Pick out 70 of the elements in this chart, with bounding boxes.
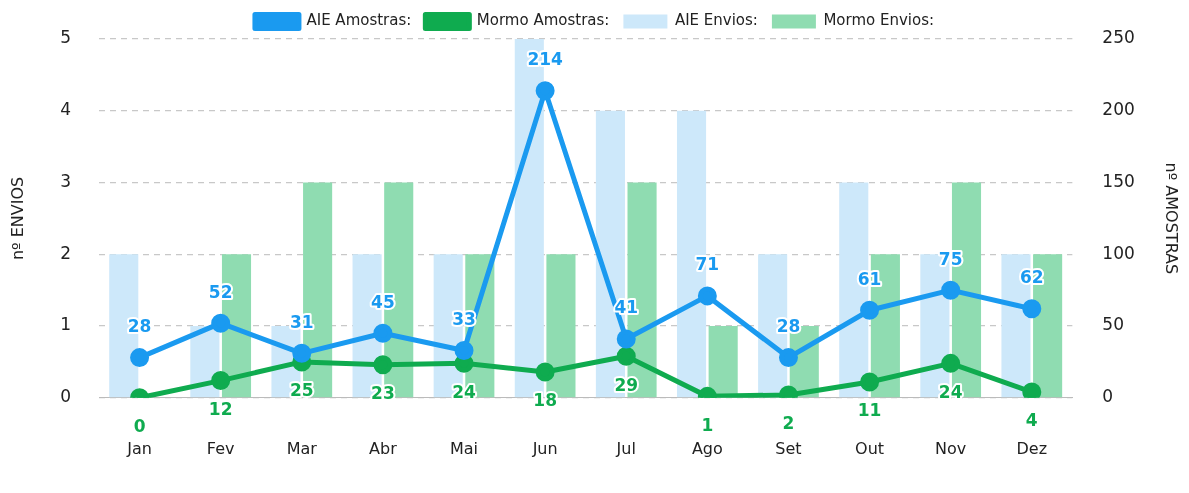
x-tick-label: Nov [935, 438, 967, 458]
data-label: 18 [533, 390, 557, 411]
data-label: 71 [695, 254, 720, 275]
x-tick-label: Jan [126, 438, 152, 458]
point [941, 280, 961, 300]
point [697, 286, 717, 306]
x-tick-label: Mar [286, 438, 318, 458]
point [373, 355, 393, 375]
data-label: 52 [208, 281, 233, 302]
point [616, 346, 636, 366]
data-label: 11 [857, 400, 882, 421]
point [860, 372, 880, 392]
data-label: 28 [776, 316, 801, 337]
y2-tick-label: 0 [1102, 386, 1114, 407]
point [860, 300, 880, 320]
data-label: 214 [527, 49, 564, 70]
y2-tick-label: 150 [1102, 170, 1135, 191]
data-label: 0 [133, 416, 146, 437]
x-tick-label: Ago [691, 438, 723, 458]
legend-label: AIE Envios: [674, 11, 758, 30]
data-label: 23 [371, 383, 395, 404]
data-label: 25 [289, 380, 314, 401]
point [616, 329, 636, 349]
data-label: 12 [208, 399, 233, 419]
data-label: 61 [857, 268, 882, 289]
data-label: 2 [782, 413, 795, 434]
data-label: 31 [289, 311, 314, 332]
data-label: 45 [371, 291, 395, 312]
y2-tick-label: 50 [1102, 314, 1124, 335]
x-tick-label: Out [855, 438, 885, 458]
point [535, 81, 555, 101]
y-tick-label: 1 [60, 314, 72, 335]
point [535, 362, 555, 382]
point [1022, 299, 1042, 319]
legend-label: Mormo Envios: [823, 11, 935, 30]
data-label: 29 [614, 374, 639, 395]
point [941, 353, 961, 373]
x-tick-label: Dez [1016, 438, 1048, 458]
point [211, 371, 231, 391]
y2-axis-title: nº AMOSTRAS [1162, 162, 1182, 275]
data-label: 4 [1025, 410, 1038, 431]
y-axis-title: nº ENVIOS [7, 176, 27, 261]
x-tick-label: Jun [531, 438, 558, 458]
data-label: 28 [127, 316, 152, 337]
y-tick-label: 3 [60, 170, 72, 191]
data-label: 24 [938, 381, 963, 402]
y2-tick-label: 200 [1102, 99, 1135, 120]
y2-tick-label: 100 [1102, 242, 1135, 263]
point [454, 340, 474, 360]
legend-label: Mormo Amostras: [476, 11, 610, 30]
y-tick-label: 4 [60, 99, 72, 120]
y-tick-label: 2 [60, 242, 72, 263]
point [130, 348, 150, 368]
point [292, 343, 312, 363]
data-label: 62 [1019, 267, 1044, 288]
y-tick-label: 5 [60, 27, 72, 48]
x-tick-label: Set [775, 438, 802, 458]
y2-tick-label: 250 [1102, 27, 1135, 48]
point [373, 323, 393, 343]
data-label: 75 [938, 248, 963, 269]
x-tick-label: Mai [449, 438, 479, 458]
x-tick-label: Fev [206, 438, 235, 458]
legend-label: AIE Amostras: [306, 11, 412, 30]
point [211, 313, 231, 333]
data-label: 1 [701, 414, 714, 435]
data-label: 24 [452, 381, 477, 402]
x-tick-label: Jul [615, 438, 636, 458]
y-tick-label: 0 [60, 386, 72, 407]
point [778, 348, 798, 368]
x-tick-label: Abr [369, 438, 398, 458]
